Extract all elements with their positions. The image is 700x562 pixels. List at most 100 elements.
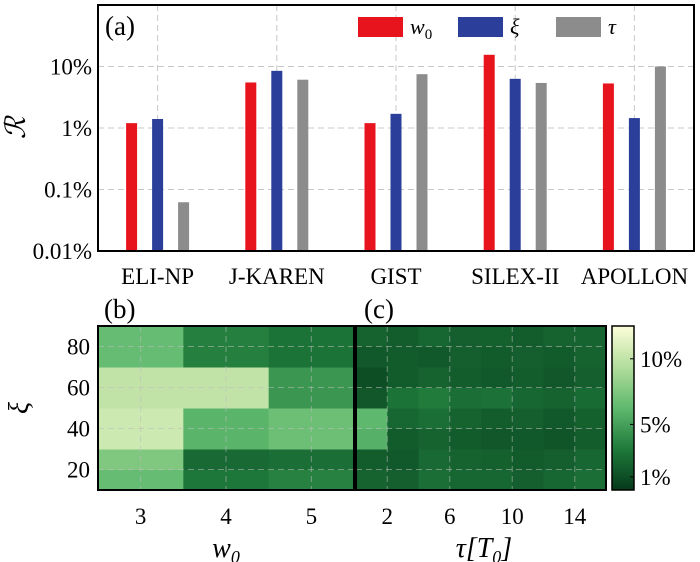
heatmap-cell: [332, 469, 355, 491]
heatmap-cell: [162, 469, 184, 491]
heatmap-cell: [268, 387, 291, 409]
colorbar-gradient: [611, 325, 635, 491]
heatmap-panel-b: 20 40 60 80 3 4 5 (b) ξ w0: [4, 294, 355, 562]
heatmap-cell: [481, 469, 513, 491]
bar: [509, 78, 521, 252]
heatmap-cell: [574, 387, 607, 409]
heatmap-cell: [574, 469, 607, 491]
heatmap-cell: [574, 449, 607, 470]
heatmap-cell: [98, 326, 120, 347]
heatmap-cell: [512, 469, 544, 491]
heatmap-cell: [226, 428, 248, 450]
heatmap-cell: [204, 428, 227, 450]
heatmap-cell: [183, 346, 206, 368]
heatmap-cell: [418, 449, 451, 470]
heatmap-cell: [449, 346, 482, 368]
heatmap-cell: [247, 346, 270, 368]
heatmap-cell: [119, 449, 142, 470]
bar: [654, 66, 666, 251]
y-tick-label: 1%: [61, 116, 92, 141]
heatmap-cell: [98, 428, 120, 450]
heatmap-cell: [290, 367, 312, 388]
heatmap-cell: [481, 346, 513, 368]
heatmap-cell: [512, 428, 544, 450]
heatmap-cell: [543, 387, 576, 409]
heatmap-cell: [418, 469, 451, 491]
category-label: J-KAREN: [229, 264, 325, 289]
heatmap-cell: [183, 408, 206, 429]
heatmap-cell: [332, 367, 355, 388]
heatmap-cell: [162, 367, 184, 388]
heatmap-cell: [574, 428, 607, 450]
heatmap-cell: [183, 449, 206, 470]
heatmap-cell: [311, 367, 334, 388]
heatmap-cell: [162, 449, 184, 470]
heatmap-cell: [387, 408, 419, 429]
heatmap-cell: [418, 367, 451, 388]
x-tick-label: 2: [382, 504, 394, 529]
heatmap-cell: [356, 326, 388, 347]
y-tick-label: 20: [67, 458, 90, 483]
y-tick-label: 0.1%: [44, 178, 92, 203]
heatmap-cell: [247, 469, 270, 491]
colorbar: 10% 5% 1%: [611, 325, 682, 491]
bar: [152, 119, 164, 251]
bar: [483, 54, 495, 251]
heatmap-cell: [268, 428, 291, 450]
bar: [535, 82, 547, 251]
heatmap-cell: [290, 428, 312, 450]
heatmap-cell: [247, 408, 270, 429]
heatmap-cell: [418, 408, 451, 429]
x-tick-label: 6: [444, 504, 456, 529]
heatmap-cell: [98, 469, 120, 491]
heatmap-cell: [183, 428, 206, 450]
heatmap-cell: [356, 408, 388, 429]
heatmap-cell: [226, 408, 248, 429]
heatmap-cell: [311, 428, 334, 450]
legend-label: w0: [410, 14, 432, 43]
heatmap-cell: [356, 367, 388, 388]
bar: [628, 118, 640, 251]
panel-b-frame: [97, 325, 355, 491]
heatmap-cell: [481, 367, 513, 388]
heatmap-cell: [574, 346, 607, 368]
heatmap-cell: [543, 428, 576, 450]
heatmap-cell: [268, 367, 291, 388]
heatmap-cell: [543, 469, 576, 491]
heatmap-cell: [119, 367, 142, 388]
colorbar-tick-label: 5%: [640, 412, 671, 437]
heatmap-cell: [98, 408, 120, 429]
heatmap-cell: [449, 367, 482, 388]
heatmap-cell: [311, 346, 334, 368]
heatmap-cell: [119, 326, 142, 347]
heatmap-cell: [183, 387, 206, 409]
heatmap-cell: [418, 428, 451, 450]
heatmap-cell: [543, 346, 576, 368]
bar-chart-panel-a: 0.01% 0.1% 1% 10% ELI-NP J-KAREN GIST SILEX-II…: [1, 4, 695, 289]
heatmap-cell: [332, 408, 355, 429]
heatmap-cell: [512, 346, 544, 368]
bar: [178, 202, 190, 251]
heatmap-cell: [449, 387, 482, 409]
heatmap-cell: [311, 387, 334, 409]
legend-label: ξ: [510, 14, 520, 39]
heatmap-cell: [204, 326, 227, 347]
heatmap-cell: [119, 428, 142, 450]
panel-b-x-axis-label: w0: [212, 533, 240, 562]
heatmap-cell: [247, 387, 270, 409]
heatmap-cell: [98, 346, 120, 368]
heatmap-cell: [140, 428, 163, 450]
category-label: GIST: [370, 264, 421, 289]
heatmap-cell: [290, 326, 312, 347]
heatmap-cell: [204, 346, 227, 368]
heatmap-cell: [290, 346, 312, 368]
heatmap-cell: [332, 449, 355, 470]
heatmap-cell: [204, 367, 227, 388]
heatmap-cell: [512, 449, 544, 470]
heatmap-cell: [247, 367, 270, 388]
heatmap-cell: [268, 326, 291, 347]
bar: [390, 113, 402, 251]
heatmap-cell: [162, 346, 184, 368]
heatmap-cell: [162, 326, 184, 347]
heatmap-cell: [332, 326, 355, 347]
